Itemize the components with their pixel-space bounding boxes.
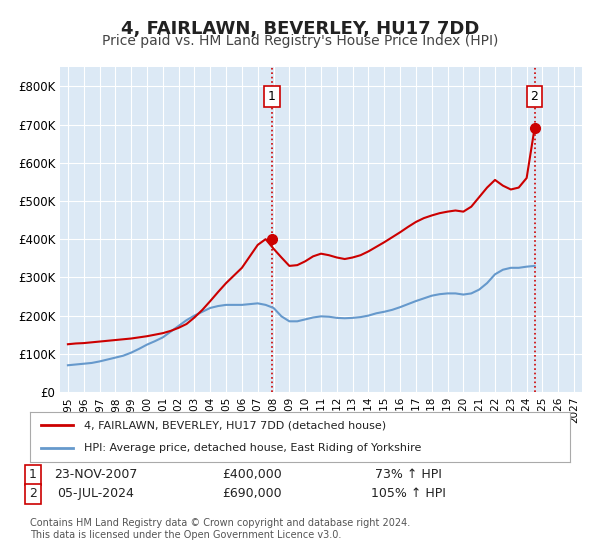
Text: 73% ↑ HPI: 73% ↑ HPI <box>374 468 442 482</box>
Text: HPI: Average price, detached house, East Riding of Yorkshire: HPI: Average price, detached house, East… <box>84 444 421 454</box>
Text: 4, FAIRLAWN, BEVERLEY, HU17 7DD: 4, FAIRLAWN, BEVERLEY, HU17 7DD <box>121 20 479 38</box>
Text: 105% ↑ HPI: 105% ↑ HPI <box>371 487 445 501</box>
Text: Contains HM Land Registry data © Crown copyright and database right 2024.
This d: Contains HM Land Registry data © Crown c… <box>30 518 410 540</box>
Text: £400,000: £400,000 <box>222 468 282 482</box>
Text: 2: 2 <box>29 487 37 501</box>
Text: 05-JUL-2024: 05-JUL-2024 <box>58 487 134 501</box>
Text: £690,000: £690,000 <box>222 487 282 501</box>
Text: 1: 1 <box>268 90 276 103</box>
Text: 23-NOV-2007: 23-NOV-2007 <box>55 468 137 482</box>
Text: 1: 1 <box>29 468 37 482</box>
Text: 2: 2 <box>530 90 538 103</box>
Text: 4, FAIRLAWN, BEVERLEY, HU17 7DD (detached house): 4, FAIRLAWN, BEVERLEY, HU17 7DD (detache… <box>84 420 386 430</box>
Text: Price paid vs. HM Land Registry's House Price Index (HPI): Price paid vs. HM Land Registry's House … <box>102 34 498 48</box>
